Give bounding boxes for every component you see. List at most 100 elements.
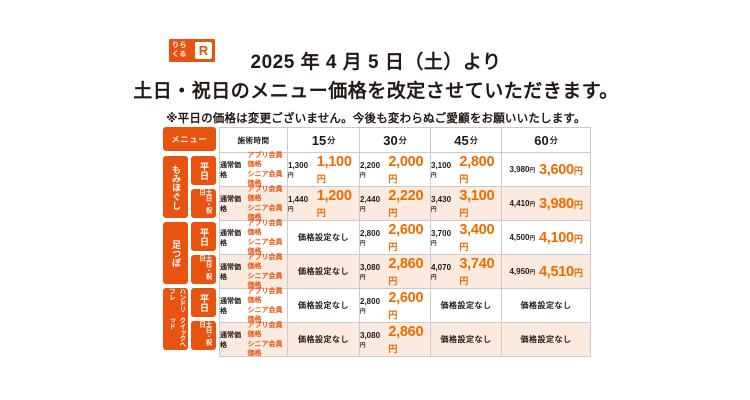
duration-value: 30 <box>383 132 398 148</box>
no-price-label: 価格設定なし <box>298 233 349 242</box>
regular-price-label: 通常価格 <box>220 331 241 349</box>
member-price-label: アプリ会員価格 シニア会員価格 <box>248 321 287 357</box>
duration-30-cell: 30 分 <box>360 128 430 152</box>
no-price-cell: 価格設定なし <box>502 323 590 356</box>
member-price: 3,980円 <box>539 195 583 212</box>
category-label-line1: ハンドリフレ <box>167 288 185 312</box>
member-price: 2,220円 <box>388 187 424 218</box>
regular-price: 3,980円 <box>509 165 536 174</box>
price-cell: 2,440円 2,220円 <box>360 187 430 220</box>
header: 2025 年 4 月 5 日（土）より 土日・祝日のメニュー価格を改定させていた… <box>130 47 622 126</box>
logo-r-letter: R <box>198 43 209 58</box>
no-price-cell: 価格設定なし <box>288 255 359 288</box>
no-price-label: 価格設定なし <box>298 267 349 276</box>
price-cell: 3,100円 2,800円 <box>431 153 501 186</box>
day-labels: 平日 土日・祝日 <box>191 222 216 284</box>
member-price-label: アプリ会員価格 シニア会員価格 <box>248 151 287 187</box>
price-cell: 1,300円 1,100円 <box>288 153 359 186</box>
member-label-line1: アプリ会員価格 <box>247 220 283 237</box>
price-cell: 4,070円 3,740円 <box>431 255 501 288</box>
regular-price: 3,080円 <box>360 330 381 349</box>
logo-text-line1: りら <box>172 42 187 50</box>
time-header-cell: 施術時間 <box>220 128 287 152</box>
category-ashitsubo: 足つぼ <box>163 222 188 284</box>
member-price: 3,600円 <box>539 161 583 178</box>
member-price-label: アプリ会員価格 シニア会員価格 <box>248 253 287 289</box>
day-label: 土日・祝日 <box>197 255 212 279</box>
no-price-label: 価格設定なし <box>520 335 572 344</box>
day-labels: 平日 土日・祝日 <box>191 156 216 218</box>
member-label-line1: アプリ会員価格 <box>247 254 283 271</box>
menu-labels: メニュー もみほぐし 平日 土日・祝日 足つぼ 平日 <box>163 127 216 352</box>
no-price-cell: 価格設定なし <box>288 289 359 322</box>
price-cell: 4,500円 4,100円 <box>502 221 590 254</box>
day-label: 平日 <box>199 161 209 180</box>
duration-unit: 分 <box>398 135 407 145</box>
category-label-line2: クイックヘッド <box>167 316 185 347</box>
member-price: 4,510円 <box>539 263 583 280</box>
no-price-label: 価格設定なし <box>298 301 349 310</box>
no-price-cell: 価格設定なし <box>288 323 359 356</box>
member-price-label: アプリ会員価格 シニア会員価格 <box>248 287 287 323</box>
category-handrefle-quickhead: ハンドリフレ クイックヘッド <box>163 288 188 350</box>
price-type-cell: 通常価格 アプリ会員価格 シニア会員価格 <box>220 151 287 187</box>
group-handrefle-quickhead: ハンドリフレ クイックヘッド 平日 土日・祝日 <box>163 286 216 352</box>
regular-price-label: 通常価格 <box>220 229 241 247</box>
member-price: 3,100円 <box>459 187 495 218</box>
price-cell: 3,700円 3,400円 <box>431 221 501 254</box>
member-label-line2: シニア会員価格 <box>247 272 283 289</box>
duration-unit: 分 <box>549 135 558 145</box>
regular-price: 3,700円 <box>431 228 452 247</box>
member-label-line2: シニア会員価格 <box>247 306 283 323</box>
price-cell: 3,080円 2,860円 <box>360 323 430 356</box>
day-label: 土日・祝日 <box>197 321 212 345</box>
member-price: 2,000円 <box>388 153 424 184</box>
logo-r-mark-icon: R <box>195 42 212 59</box>
day-labels: 平日 土日・祝日 <box>191 288 216 350</box>
member-price: 2,600円 <box>388 289 424 320</box>
member-price-label: アプリ会員価格 シニア会員価格 <box>248 219 287 255</box>
regular-price: 2,200円 <box>360 160 381 179</box>
no-price-label: 価格設定なし <box>298 335 349 344</box>
group-ashitsubo: 足つぼ 平日 土日・祝日 <box>163 220 216 286</box>
duration-value: 45 <box>454 132 469 148</box>
duration-unit: 分 <box>327 135 336 145</box>
member-label-line1: アプリ会員価格 <box>247 186 283 203</box>
day-weekday-badge: 平日 <box>191 222 216 251</box>
member-label-line2: シニア会員価格 <box>247 238 283 255</box>
price-cell: 4,950円 4,510円 <box>502 255 590 288</box>
group-momihogushi: もみほぐし 平日 土日・祝日 <box>163 154 216 220</box>
no-price-cell: 価格設定なし <box>502 289 590 322</box>
duration-unit: 分 <box>469 135 478 145</box>
member-label-line1: アプリ会員価格 <box>247 152 283 169</box>
no-price-label: 価格設定なし <box>440 335 492 344</box>
title-line1: 2025 年 4 月 5 日（土）より <box>250 52 502 73</box>
duration-45-cell: 45 分 <box>431 128 501 152</box>
note-text: ※平日の価格は変更ございません。今後も変わらぬご愛顧をお願いいたします。 <box>166 113 586 125</box>
member-price: 1,200円 <box>316 187 352 218</box>
category-momihogushi: もみほぐし <box>163 156 188 218</box>
price-cell: 2,800円 2,600円 <box>360 221 430 254</box>
day-weekday-badge: 平日 <box>191 156 216 185</box>
price-cell: 3,080円 2,860円 <box>360 255 430 288</box>
category-label: もみほぐし <box>171 164 181 210</box>
day-weekday-badge: 平日 <box>191 288 216 317</box>
day-label: 平日 <box>199 227 209 246</box>
no-price-cell: 価格設定なし <box>288 221 359 254</box>
member-label-line2: シニア会員価格 <box>247 204 283 221</box>
price-cell: 3,980円 3,600円 <box>502 153 590 186</box>
member-price-label: アプリ会員価格 シニア会員価格 <box>248 185 287 221</box>
title-line2: 土日・祝日のメニュー価格を改定させていただきます。 <box>133 81 619 102</box>
no-price-label: 価格設定なし <box>520 301 572 310</box>
price-type-cell: 通常価格 アプリ会員価格 シニア会員価格 <box>220 287 287 323</box>
price-cell: 4,410円 3,980円 <box>502 187 590 220</box>
regular-price: 2,800円 <box>360 296 381 315</box>
price-cell: 2,800円 2,600円 <box>360 289 430 322</box>
price-type-cell: 通常価格 アプリ会員価格 シニア会員価格 <box>220 253 287 289</box>
logo-text-line2: くる <box>172 50 187 58</box>
regular-price-label: 通常価格 <box>220 161 241 179</box>
logo-text: りら くる <box>172 42 187 58</box>
no-price-cell: 価格設定なし <box>431 323 501 356</box>
member-price: 2,860円 <box>388 323 424 354</box>
member-label-line1: アプリ会員価格 <box>247 322 283 339</box>
